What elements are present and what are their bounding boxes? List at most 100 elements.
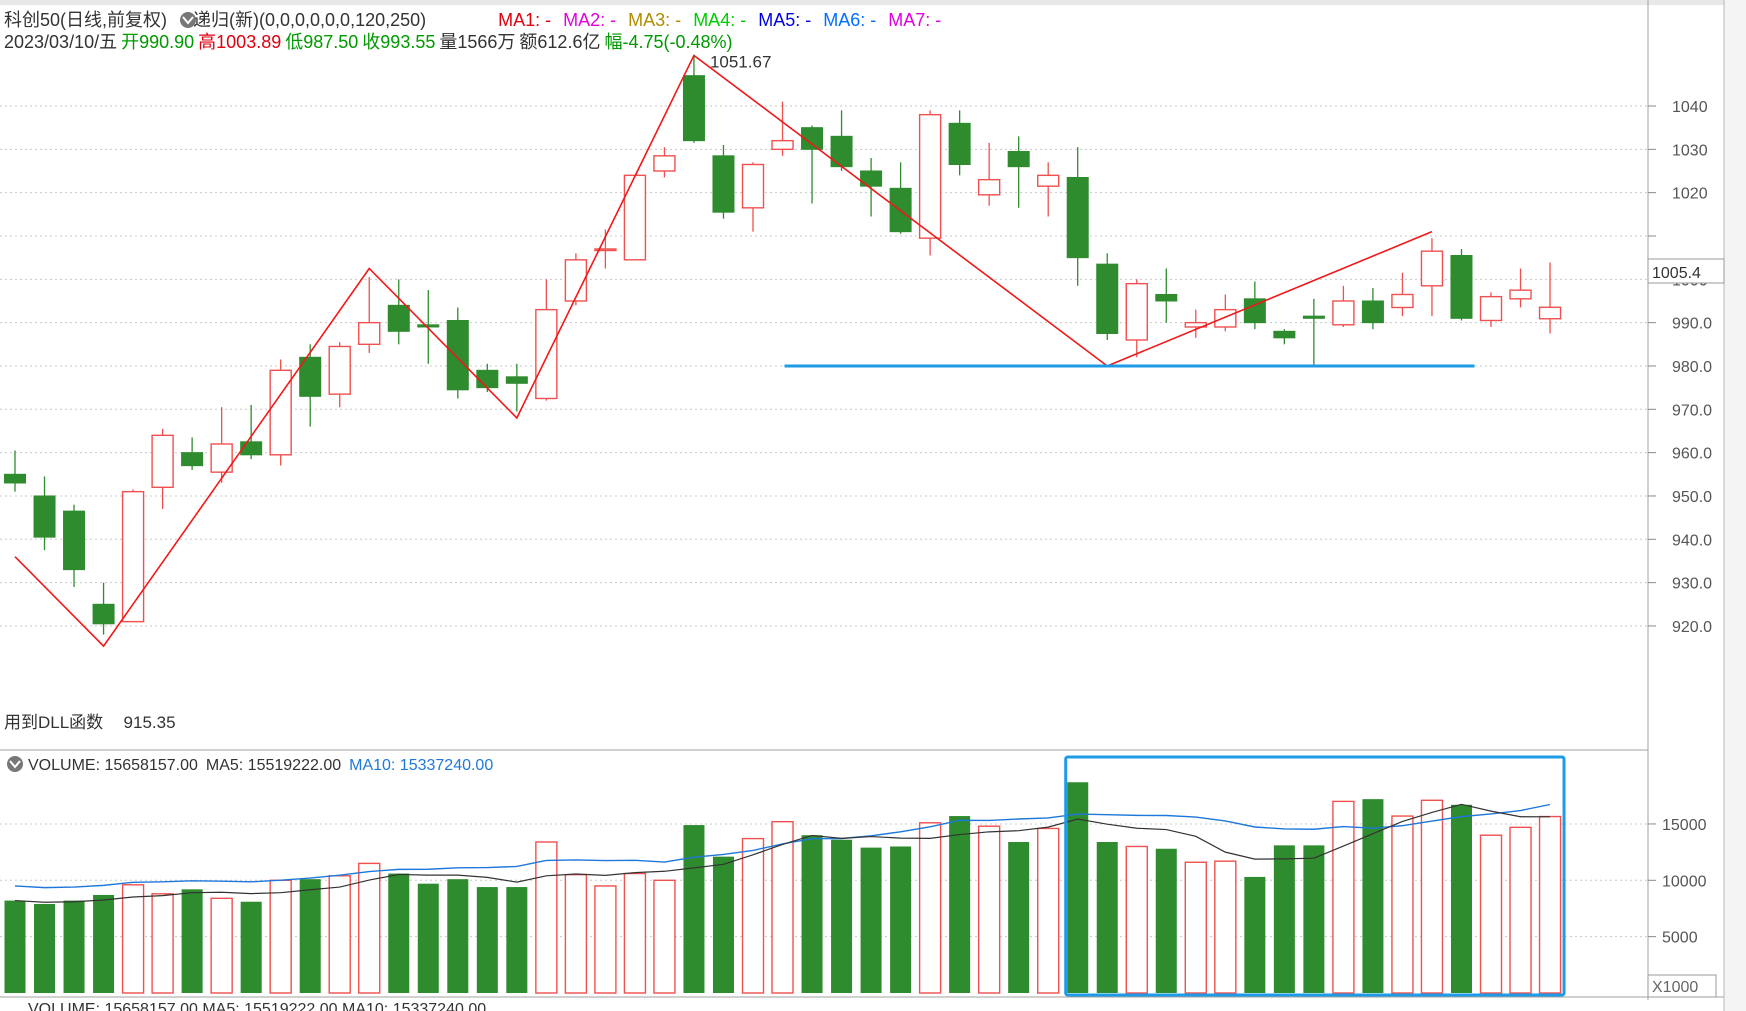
header-ohlc-item: 高1003.89 (198, 32, 281, 52)
candle (1273, 329, 1296, 345)
candle (623, 174, 647, 261)
candle-body (92, 603, 115, 625)
price-tick-label: 960.0 (1672, 446, 1712, 463)
candle-body (1450, 254, 1473, 319)
volume-bar (1125, 845, 1148, 994)
candle (328, 342, 351, 408)
price-tick-label: 980.0 (1672, 359, 1712, 376)
right-toolbar (1724, 0, 1746, 1011)
candle-body (1155, 293, 1178, 302)
candle (417, 290, 440, 364)
chevron-down-icon (182, 16, 194, 25)
candle-body (210, 443, 233, 473)
candle-body (1273, 330, 1296, 339)
volume-bar (210, 897, 233, 994)
candle (1096, 253, 1119, 340)
candle-body (1125, 282, 1148, 341)
volume-bar (299, 879, 321, 993)
candle (92, 582, 115, 635)
price-tick-label: 920.0 (1672, 619, 1712, 636)
volume-tick-label: 5000 (1662, 930, 1698, 947)
price-tick-label: 970.0 (1672, 402, 1712, 419)
volume-bar (918, 822, 942, 994)
volume-bar (358, 862, 381, 994)
candle-body (977, 178, 1001, 196)
candle-body (151, 434, 174, 489)
candle-body (948, 122, 971, 165)
candle-body (269, 369, 292, 456)
candle-body (33, 495, 56, 538)
trough-label: 915.35 (124, 713, 176, 732)
candle (535, 279, 558, 401)
candle (1125, 279, 1148, 358)
dll-notice: 用到DLL函数 (4, 713, 103, 732)
current-price-tag: 1005.4 (1647, 258, 1725, 284)
candle-body (1096, 263, 1119, 334)
volume-bar (683, 825, 705, 993)
candle-body (1479, 295, 1503, 322)
volume-unit: X1000 (1647, 974, 1717, 998)
header-item: MA7: - (888, 10, 941, 30)
candle-body (476, 369, 499, 389)
volume-bar (240, 901, 262, 993)
header-item: 递归(新)(0,0,0,0,0,0,120,250) (193, 10, 426, 30)
candle (1155, 268, 1178, 323)
volume-ma5-line (14, 803, 1551, 903)
candle-body (830, 135, 853, 168)
volume-bar (447, 879, 469, 993)
price-tick-label: 1040 (1672, 99, 1708, 116)
volume-bar (1420, 799, 1444, 994)
volume-ma-lines (14, 803, 1551, 903)
candle (594, 229, 617, 269)
volume-bar (506, 887, 528, 993)
volume-bar (93, 894, 115, 993)
header-item: MA4: - (693, 10, 746, 30)
candle-body (1036, 174, 1060, 187)
chart-header-line1: 科创50(日线,前复权) 递归(新)(0,0,0,0,0,0,120,250) MA… (4, 10, 941, 30)
volume-bar (1303, 845, 1325, 993)
candle (151, 428, 174, 509)
volume-bar (771, 820, 794, 994)
indicator-chevron[interactable] (180, 12, 196, 28)
candle-body (181, 452, 204, 467)
price-tick-label: 1030 (1672, 142, 1708, 159)
volume-tick-label: 10000 (1662, 873, 1707, 890)
candle-body (1538, 306, 1562, 320)
candle (977, 142, 1001, 206)
volume-bar (594, 885, 617, 994)
volume-bar (1391, 815, 1414, 994)
candle (1066, 147, 1089, 286)
candle (1332, 285, 1355, 327)
candle (1420, 238, 1444, 317)
header-ohlc-item: 幅-4.75(-0.48%) (604, 32, 732, 52)
header-item: MA5: - (758, 10, 811, 30)
header-item: MA1: - (498, 10, 551, 30)
candle (387, 279, 410, 345)
candle (653, 147, 676, 178)
chevron-down-icon (9, 760, 21, 769)
volume-tick-label: 15000 (1662, 817, 1707, 834)
volume-bar (1008, 841, 1030, 993)
candle (1509, 268, 1532, 308)
candle (860, 157, 883, 217)
candle-body (328, 345, 351, 395)
volume-bar (653, 879, 676, 994)
candle-body (918, 113, 942, 239)
svg-text:X1000: X1000 (1652, 979, 1698, 996)
candle-body (1066, 176, 1089, 259)
candle-body (387, 304, 410, 332)
candle-body (446, 319, 469, 391)
candle-body (299, 356, 322, 397)
candle-body (771, 139, 794, 151)
candle-body (121, 490, 145, 623)
candle (801, 125, 824, 204)
volume-bar (63, 900, 85, 993)
price-tick-label: 1020 (1672, 186, 1708, 203)
volume-value: VOLUME: 15658157.00 (28, 757, 198, 774)
price-tick-label: 930.0 (1672, 576, 1712, 593)
candle (712, 144, 735, 219)
volume-bar (34, 903, 56, 993)
volume-bar (623, 872, 647, 994)
header-item: MA6: - (823, 10, 876, 30)
